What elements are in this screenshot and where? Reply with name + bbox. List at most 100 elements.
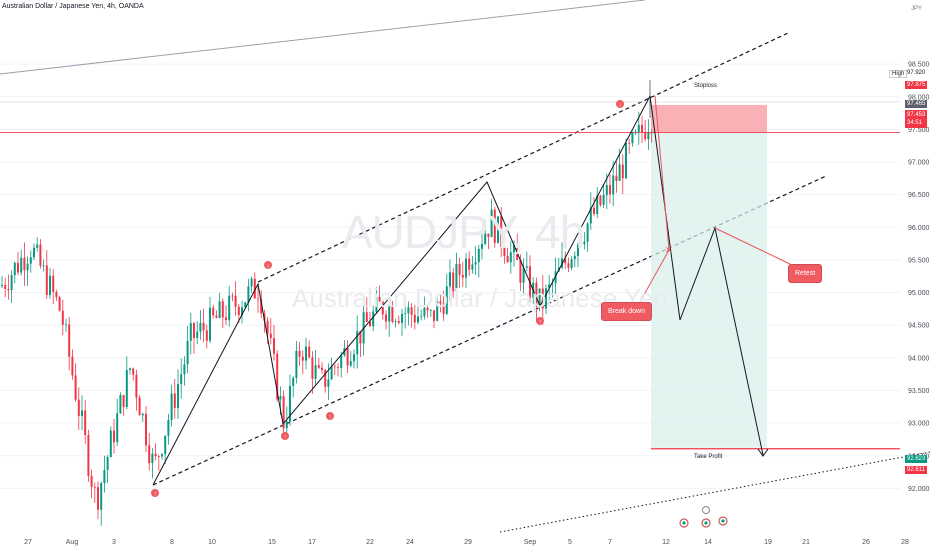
candle — [369, 311, 371, 328]
candle — [381, 299, 384, 320]
candle — [420, 309, 423, 321]
candle — [125, 356, 128, 410]
candle-body — [634, 131, 637, 134]
candle-body — [503, 247, 506, 256]
sell-signal-icon: ↓ — [264, 261, 272, 270]
candle-body — [625, 142, 627, 179]
candle-body — [353, 354, 355, 362]
candle — [42, 259, 45, 272]
candle — [145, 406, 147, 453]
candle — [193, 321, 195, 354]
candle-body — [650, 132, 653, 134]
candle-body — [372, 311, 375, 327]
candle-body — [487, 233, 490, 237]
candle — [65, 319, 67, 332]
candle — [465, 252, 467, 288]
candle-body — [468, 258, 471, 270]
candle — [116, 399, 119, 447]
long-trendline — [0, 0, 646, 75]
candle-body — [628, 142, 631, 144]
candles — [1, 111, 653, 526]
price-tick: 95.500 — [908, 257, 930, 264]
candle — [426, 306, 429, 318]
candle-body — [305, 346, 307, 361]
candle — [308, 340, 311, 359]
candle-body — [413, 314, 416, 323]
symbol-title: Australian Dollar / Japanese Yen, 4h, OA… — [2, 3, 144, 10]
candle — [621, 154, 624, 195]
svg-text:↑: ↑ — [154, 492, 157, 498]
candle-body — [212, 307, 215, 316]
candle-body — [346, 348, 349, 366]
candle-body — [202, 322, 205, 331]
candle — [189, 312, 192, 355]
time-tick: 15 — [268, 539, 276, 546]
candle-body — [580, 244, 583, 245]
entry-price: 97.453 — [907, 112, 926, 118]
candle-body — [7, 288, 10, 291]
candle — [481, 232, 483, 260]
candle — [538, 288, 541, 312]
candle-body — [330, 366, 333, 380]
candle — [423, 296, 426, 320]
candle — [573, 251, 576, 268]
candle-body — [567, 263, 570, 268]
candle-body — [13, 262, 16, 276]
candle-body — [52, 275, 55, 292]
candle — [7, 274, 10, 300]
candle-body — [391, 306, 394, 323]
candle-body — [253, 278, 256, 299]
candle — [397, 315, 400, 325]
candle — [577, 242, 579, 268]
candle-body — [58, 297, 61, 311]
candle-body — [260, 298, 263, 314]
candle — [493, 206, 496, 248]
candle-body — [490, 209, 493, 237]
candle — [26, 256, 29, 286]
candle — [58, 295, 61, 312]
candle — [170, 384, 173, 427]
svg-text:↑: ↑ — [539, 320, 542, 326]
candle-body — [247, 286, 250, 303]
candle-body — [135, 374, 138, 398]
candle — [522, 258, 525, 296]
candle-body — [433, 310, 435, 321]
candle — [81, 395, 83, 430]
candle — [413, 304, 416, 330]
candle — [301, 350, 304, 375]
candle — [148, 432, 151, 471]
break-down-note[interactable]: Break down — [601, 302, 652, 321]
candle-body — [583, 241, 586, 245]
price-tick: 96.500 — [908, 192, 930, 199]
candle-body — [161, 454, 163, 457]
candle-body — [77, 399, 80, 416]
candle-body — [4, 285, 7, 289]
time-tick: 19 — [764, 539, 772, 546]
candle-body — [407, 307, 410, 314]
candle — [10, 270, 13, 303]
candle — [378, 285, 381, 302]
candle — [650, 129, 653, 143]
candle — [340, 351, 343, 378]
retest-note[interactable]: Retest — [788, 264, 823, 283]
candle-body — [599, 195, 602, 205]
time-axis: 27 Aug 3 8 10 15 17 22 24 29 Sep 5 7 12 14 19 21 26 28 — [24, 539, 909, 546]
candle — [346, 340, 349, 374]
candle — [218, 292, 221, 319]
time-tick: 26 — [862, 539, 870, 546]
candle — [375, 287, 378, 314]
candle-body — [183, 364, 186, 375]
candle — [177, 369, 179, 419]
candle-body — [71, 356, 74, 376]
candle — [97, 481, 99, 520]
svg-text:↑: ↑ — [284, 435, 287, 441]
candle — [602, 184, 605, 209]
candle-body — [205, 330, 208, 341]
candle — [429, 309, 432, 317]
buy-signal-icon: ↑ — [326, 412, 334, 421]
candle-body — [285, 421, 288, 429]
sell-signal-icon: ↓ — [616, 100, 624, 109]
candle — [253, 272, 256, 299]
candle-body — [103, 469, 106, 484]
